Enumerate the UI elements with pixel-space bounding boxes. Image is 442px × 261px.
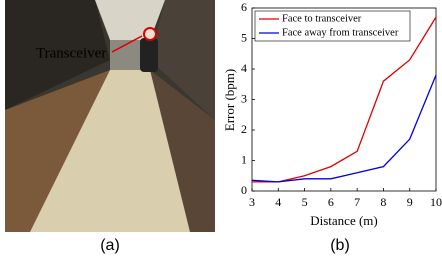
legend-label: Face away from transceiver [282, 27, 399, 38]
y-tick-label: 5 [241, 30, 247, 44]
x-tick-label: 5 [302, 195, 308, 209]
y-tick-label: 3 [241, 91, 247, 105]
x-tick-label: 8 [380, 195, 386, 209]
x-axis-label: Distance (m) [310, 213, 378, 228]
y-tick-label: 6 [241, 0, 247, 14]
panel-caption: (a) [100, 237, 120, 254]
y-tick-label: 1 [241, 152, 247, 166]
photo-annotation: Transceiver [36, 45, 106, 61]
x-tick-label: 4 [275, 195, 281, 209]
y-tick-label: 0 [241, 183, 247, 197]
x-tick-label: 7 [354, 195, 360, 209]
x-tick-label: 9 [407, 195, 413, 209]
x-tick-label: 6 [328, 195, 334, 209]
panel-caption: (b) [330, 237, 350, 254]
page: Transceiver (a) (b) Distance (m) Error (… [0, 0, 442, 261]
legend-label: Face to transceiver [282, 13, 362, 24]
y-axis-label: Error (bpm) [222, 69, 237, 131]
x-tick-label: 10 [430, 195, 442, 209]
series-line [252, 17, 436, 182]
x-tick-label: 3 [249, 195, 255, 209]
series-line [252, 75, 436, 182]
hallway-photo: Transceiver [5, 0, 215, 232]
y-tick-label: 2 [241, 122, 247, 136]
figure: Transceiver (a) (b) Distance (m) Error (… [0, 0, 442, 261]
y-tick-label: 4 [241, 61, 247, 75]
